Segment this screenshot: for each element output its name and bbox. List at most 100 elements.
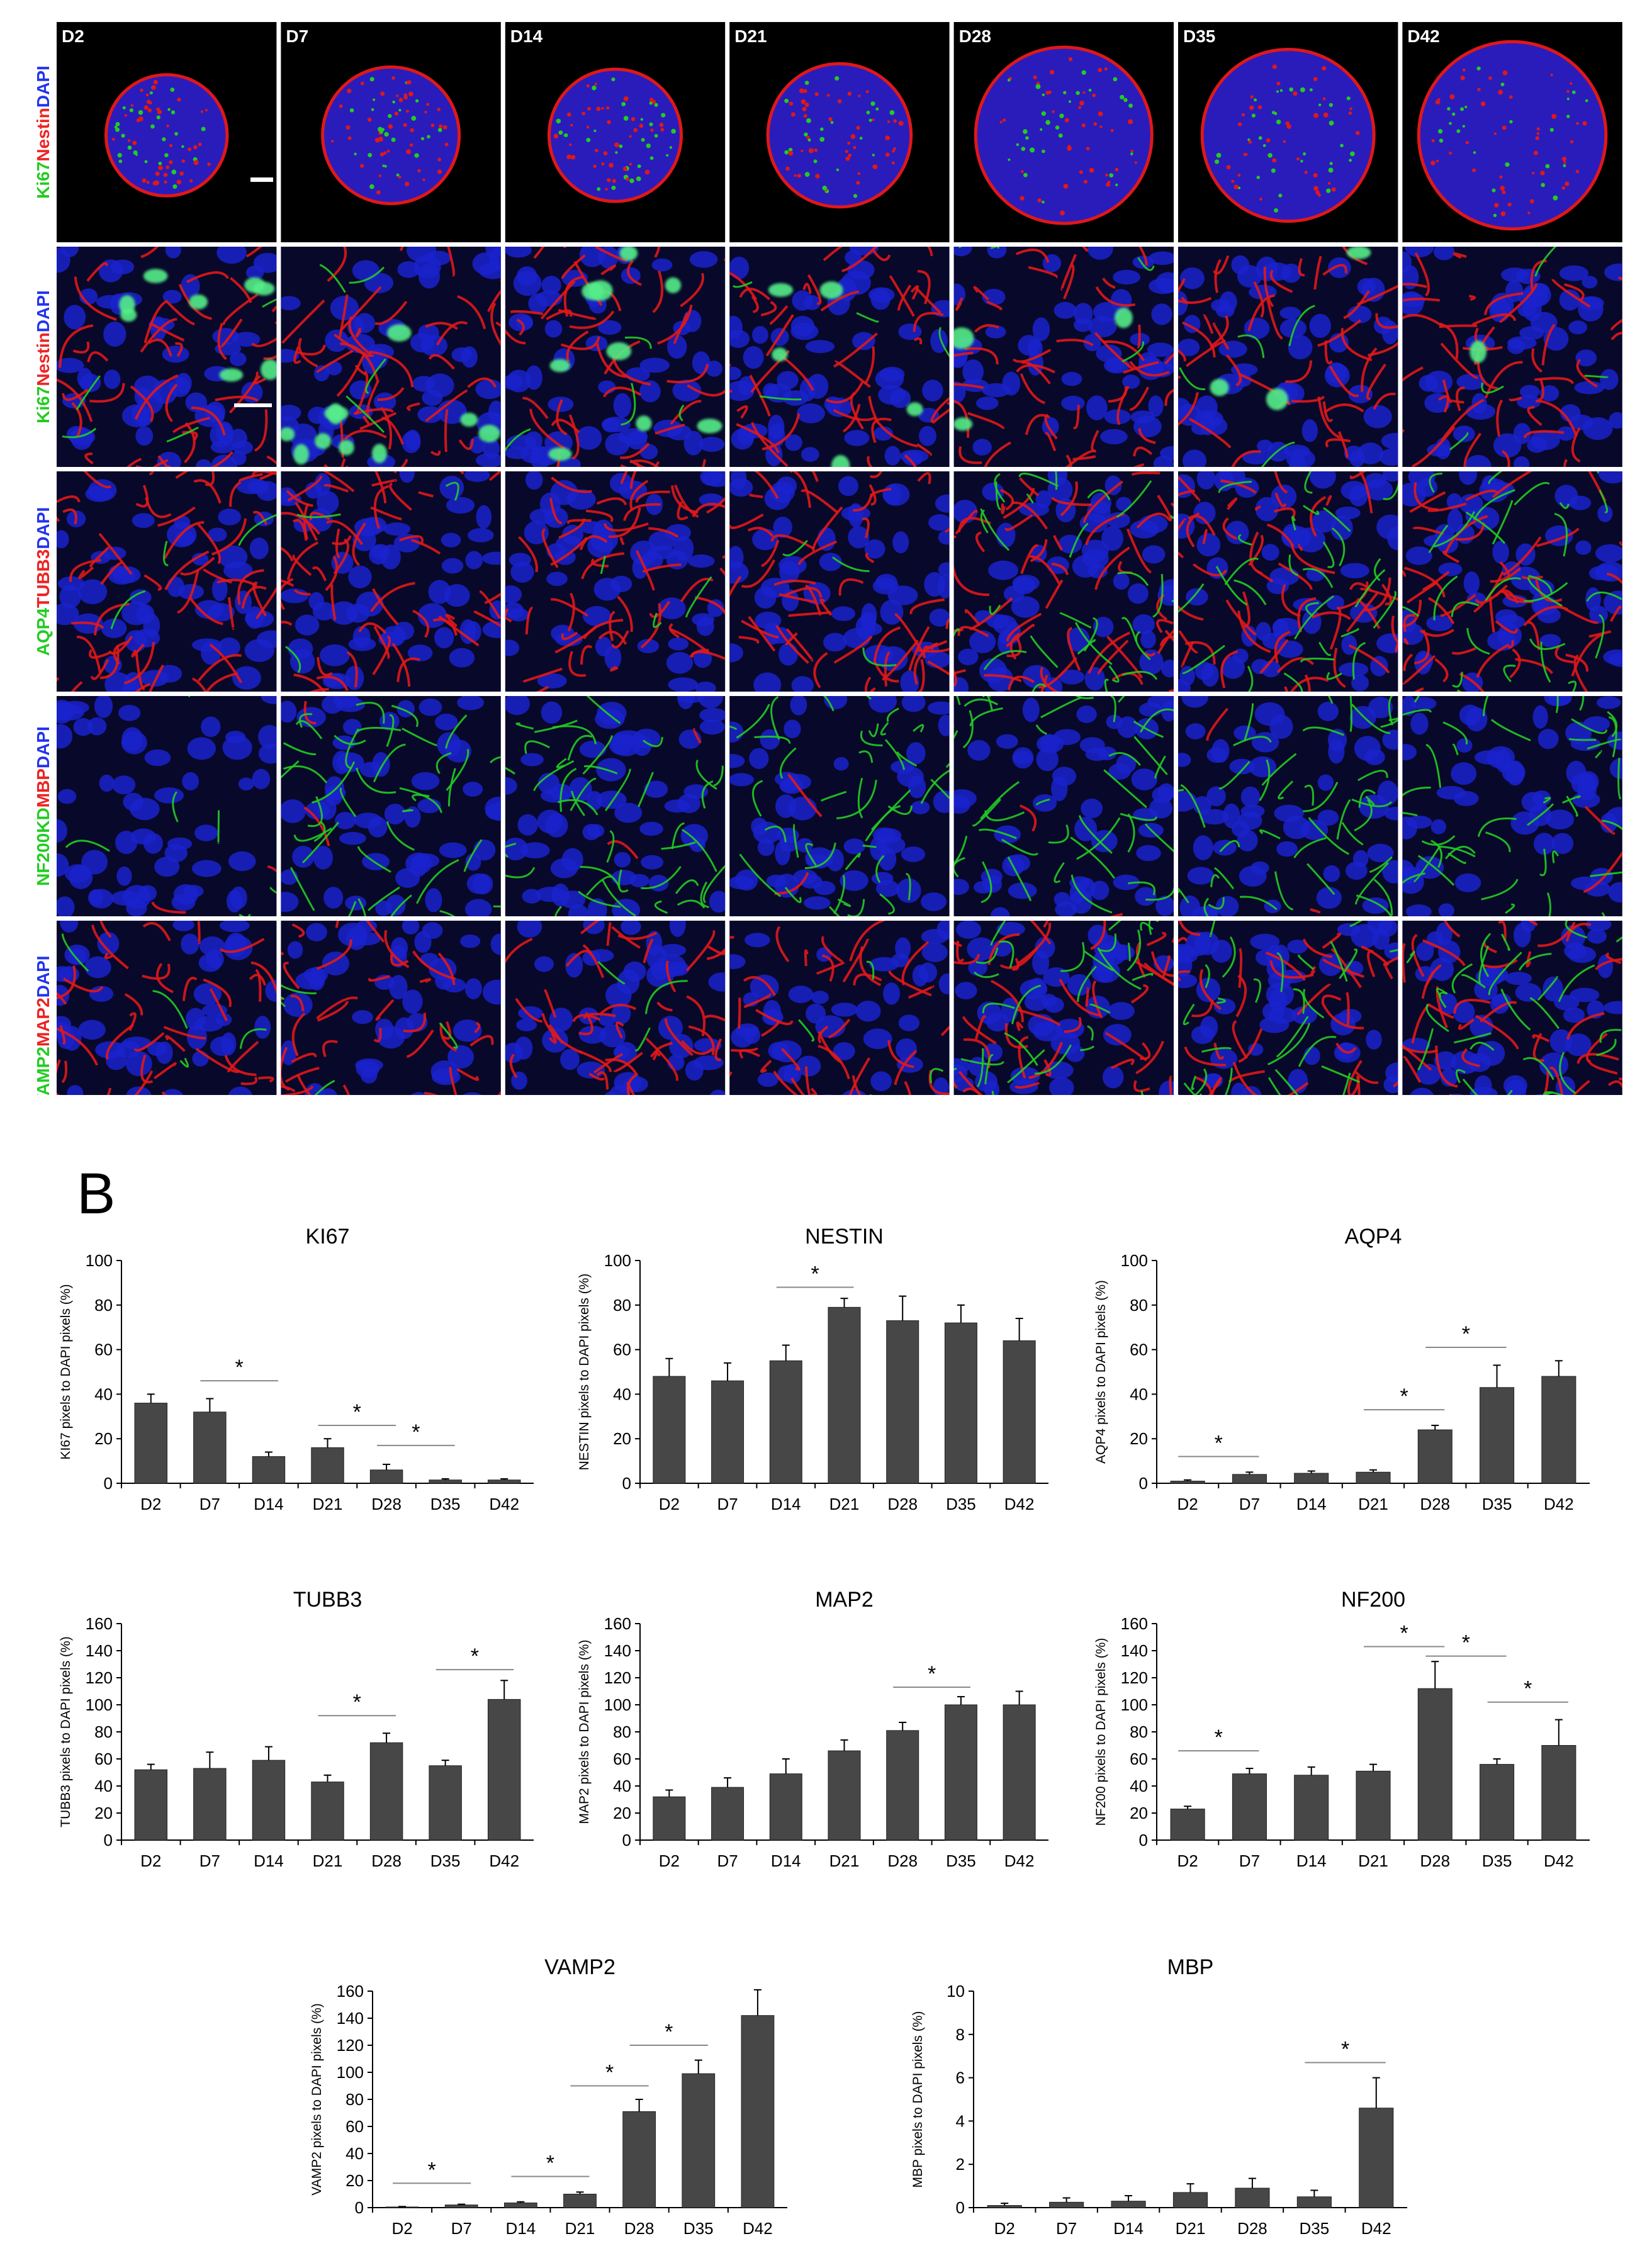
y-tick-label: 100 bbox=[604, 1251, 631, 1270]
y-tick-label: 60 bbox=[1130, 1340, 1148, 1359]
chart-title: NF200 bbox=[1341, 1588, 1405, 1612]
bar-d14 bbox=[1294, 1473, 1329, 1484]
chart-title: MBP bbox=[1167, 1955, 1214, 1979]
x-tick-label: D2 bbox=[994, 2219, 1015, 2238]
chart-mbp: 0 2 4 6 8 10 D2 D7 D14 D21 D28 D35 D42 * MBP MBP pixels… bbox=[911, 1955, 1407, 2238]
x-tick-label: D42 bbox=[1544, 1851, 1574, 1870]
y-tick-label: 4 bbox=[956, 2111, 965, 2130]
y-tick-label: 20 bbox=[613, 1804, 631, 1822]
bar-d35 bbox=[1480, 1387, 1515, 1484]
row-stain-label: Ki67NestinDAPI bbox=[33, 65, 53, 199]
day-label: D2 bbox=[62, 26, 84, 46]
y-tick-label: 100 bbox=[1121, 1251, 1148, 1270]
day-label: D42 bbox=[1407, 26, 1439, 46]
x-tick-label: D2 bbox=[391, 2219, 412, 2238]
micrograph-tile bbox=[505, 921, 726, 1095]
bar-d7 bbox=[1232, 1773, 1267, 1841]
y-tick-label: 20 bbox=[613, 1429, 631, 1448]
bar-d7 bbox=[1049, 2201, 1084, 2208]
x-tick-label: D7 bbox=[717, 1851, 738, 1870]
chart-title: AQP4 bbox=[1345, 1225, 1402, 1249]
row-stain-label: AQP4TUBB3DAPI bbox=[33, 507, 53, 656]
x-tick-label: D35 bbox=[946, 1851, 976, 1870]
y-axis-label: NESTIN pixels to DAPI pixels (%) bbox=[577, 1274, 592, 1471]
bar-d28 bbox=[1417, 1688, 1453, 1841]
x-tick-label: D21 bbox=[313, 1495, 343, 1513]
micrograph-tile: D28 bbox=[953, 22, 1174, 242]
bar-d21 bbox=[311, 1782, 344, 1841]
micrograph-tile: D42 bbox=[1402, 22, 1622, 242]
y-tick-label: 20 bbox=[346, 2171, 364, 2190]
x-tick-label: D7 bbox=[451, 2219, 472, 2238]
chart-aqp4: 0 20 40 60 80 100 D2 D7 D14 D21 D28 D35 D42 * * * AQP4 AQ… bbox=[1094, 1225, 1590, 1513]
x-tick-label: D7 bbox=[199, 1851, 220, 1870]
micrograph-tile bbox=[57, 921, 277, 1095]
bar-d2 bbox=[134, 1403, 168, 1484]
bar-d14 bbox=[1294, 1775, 1329, 1841]
y-tick-label: 20 bbox=[94, 1804, 113, 1822]
chart-title: NESTIN bbox=[805, 1225, 884, 1249]
x-tick-label: D2 bbox=[1177, 1851, 1198, 1870]
significance-star: * bbox=[1341, 2038, 1349, 2062]
y-axis-label: MAP2 pixels to DAPI pixels (%) bbox=[577, 1640, 592, 1824]
x-tick-label: D21 bbox=[829, 1851, 860, 1870]
y-tick-label: 100 bbox=[1121, 1695, 1148, 1714]
micrograph-tile bbox=[1178, 696, 1398, 916]
chart-map2: 0 20 40 60 80 100 120 140 160 D2 D7 D14 D21 D28 D35 D42… bbox=[577, 1588, 1048, 1870]
micrograph-tile bbox=[281, 696, 501, 916]
y-tick-label: 140 bbox=[86, 1641, 113, 1660]
day-label: D28 bbox=[959, 26, 991, 46]
y-tick-label: 80 bbox=[613, 1722, 631, 1741]
bar-d35 bbox=[944, 1322, 977, 1484]
x-tick-label: D28 bbox=[371, 1495, 402, 1513]
bar-d14 bbox=[503, 2202, 537, 2208]
micrograph-tile bbox=[953, 247, 1174, 467]
chart-ki67: 0 20 40 60 80 100 D2 D7 D14 D21 D28 D35 D42 * * * KI67 KI… bbox=[59, 1225, 534, 1513]
x-tick-label: D35 bbox=[430, 1851, 461, 1870]
micrograph-tile bbox=[1178, 471, 1398, 692]
significance-star: * bbox=[1462, 1631, 1470, 1655]
y-tick-label: 0 bbox=[1139, 1831, 1148, 1850]
micrograph-tile: D21 bbox=[729, 22, 950, 242]
significance-star: * bbox=[471, 1644, 479, 1668]
significance-star: * bbox=[811, 1262, 819, 1286]
micrograph-tile bbox=[57, 696, 277, 916]
x-tick-label: D28 bbox=[624, 2219, 655, 2238]
y-tick-label: 80 bbox=[94, 1296, 113, 1315]
significance-star: * bbox=[1215, 1726, 1223, 1749]
y-tick-label: 8 bbox=[956, 2025, 965, 2044]
x-tick-label: D42 bbox=[489, 1851, 519, 1870]
x-tick-label: D14 bbox=[254, 1495, 284, 1513]
y-tick-label: 0 bbox=[104, 1831, 113, 1850]
y-tick-label: 160 bbox=[1121, 1614, 1148, 1633]
y-axis-label: VAMP2 pixels to DAPI pixels (%) bbox=[310, 2003, 324, 2195]
micrograph-tile bbox=[1402, 696, 1622, 916]
micrograph-tile: D14 bbox=[505, 22, 726, 242]
row-stain-label: NF200KDMBPDAPI bbox=[33, 726, 53, 886]
significance-star: * bbox=[1215, 1432, 1223, 1456]
significance-star: * bbox=[428, 2158, 436, 2182]
y-tick-label: 160 bbox=[604, 1614, 631, 1633]
chart-title: KI67 bbox=[306, 1225, 350, 1249]
y-axis-label: MBP pixels to DAPI pixels (%) bbox=[911, 2011, 925, 2188]
x-tick-label: D7 bbox=[1056, 2219, 1077, 2238]
y-tick-label: 20 bbox=[1130, 1804, 1148, 1822]
x-tick-label: D35 bbox=[683, 2219, 714, 2238]
bar-d2 bbox=[134, 1769, 168, 1841]
x-tick-label: D14 bbox=[771, 1851, 801, 1870]
x-tick-label: D14 bbox=[1296, 1851, 1327, 1870]
significance-star: * bbox=[605, 2061, 614, 2085]
y-tick-label: 40 bbox=[613, 1384, 631, 1403]
y-tick-label: 140 bbox=[604, 1641, 631, 1660]
y-tick-label: 140 bbox=[337, 2009, 364, 2028]
significance-star: * bbox=[1524, 1677, 1532, 1701]
micrograph-tile: D7 bbox=[281, 22, 501, 242]
y-tick-label: 80 bbox=[346, 2090, 364, 2109]
bar-d28 bbox=[1417, 1429, 1453, 1484]
y-tick-label: 60 bbox=[1130, 1749, 1148, 1768]
day-label: D7 bbox=[286, 26, 308, 46]
bar-d2 bbox=[1170, 1809, 1205, 1841]
micrograph-tile: D2 bbox=[57, 22, 277, 242]
x-tick-label: D42 bbox=[1004, 1495, 1035, 1513]
y-tick-label: 40 bbox=[1130, 1384, 1148, 1403]
